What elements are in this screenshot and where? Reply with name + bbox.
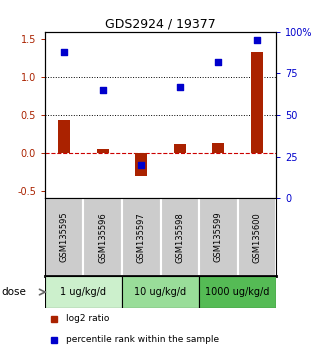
Text: 10 ug/kg/d: 10 ug/kg/d xyxy=(134,287,187,297)
Bar xyxy=(251,52,263,153)
Text: GSM135600: GSM135600 xyxy=(252,212,261,263)
Point xyxy=(216,59,221,65)
Point xyxy=(177,84,182,90)
Bar xyxy=(122,276,199,308)
Bar xyxy=(199,198,238,276)
Text: log2 ratio: log2 ratio xyxy=(66,314,109,323)
Point xyxy=(62,49,67,55)
Bar xyxy=(238,198,276,276)
Bar xyxy=(83,198,122,276)
Bar xyxy=(174,144,186,153)
Bar xyxy=(97,149,109,153)
Text: dose: dose xyxy=(2,287,26,297)
Bar xyxy=(212,143,224,153)
Point xyxy=(254,37,259,43)
Bar xyxy=(199,276,276,308)
Point xyxy=(139,162,144,168)
Text: GSM135595: GSM135595 xyxy=(60,212,69,263)
Text: 1000 ug/kg/d: 1000 ug/kg/d xyxy=(205,287,270,297)
Text: 1 ug/kg/d: 1 ug/kg/d xyxy=(60,287,107,297)
Title: GDS2924 / 19377: GDS2924 / 19377 xyxy=(105,18,216,31)
Bar xyxy=(122,198,160,276)
Text: GSM135596: GSM135596 xyxy=(98,212,107,263)
Bar xyxy=(135,153,147,176)
Text: GSM135599: GSM135599 xyxy=(214,212,223,263)
Bar xyxy=(58,120,70,153)
Bar xyxy=(45,198,83,276)
Text: percentile rank within the sample: percentile rank within the sample xyxy=(66,335,219,344)
Point xyxy=(100,87,105,93)
Bar xyxy=(45,276,122,308)
Bar xyxy=(160,198,199,276)
Text: GSM135598: GSM135598 xyxy=(175,212,184,263)
Text: GSM135597: GSM135597 xyxy=(137,212,146,263)
